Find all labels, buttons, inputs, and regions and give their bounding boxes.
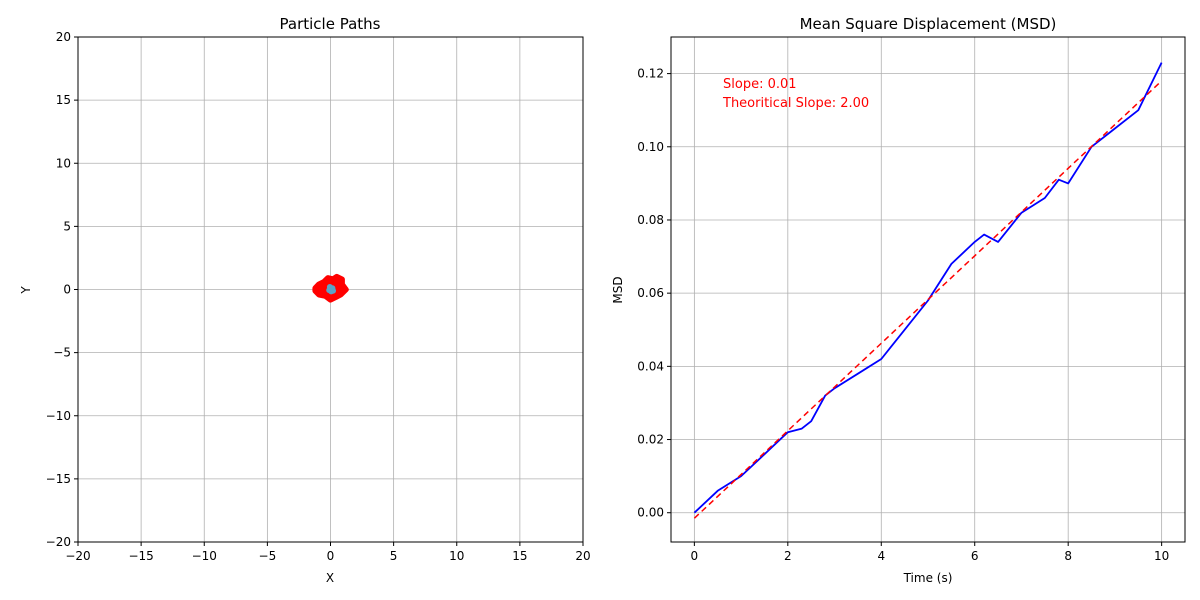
right-grid [671, 37, 1185, 542]
right-y-tick-label: 0.06 [637, 286, 664, 300]
right-x-ticks: 0 2 4 6 8 10 [691, 542, 1169, 563]
left-x-tick-label: 15 [512, 549, 527, 563]
left-x-tick-label: −20 [65, 549, 90, 563]
left-y-tick-label: 20 [56, 30, 71, 44]
particle-paths-plot: Particle Paths −20 −15 −10 −5 0 5 10 15 20 −20 −1… [19, 15, 591, 585]
right-y-tick-label: 0.08 [637, 213, 664, 227]
left-x-tick-label: 10 [449, 549, 464, 563]
right-y-axis-label: MSD [611, 276, 625, 303]
left-y-tick-label: 10 [56, 156, 71, 170]
left-x-tick-label: 0 [327, 549, 335, 563]
left-y-tick-label: 15 [56, 93, 71, 107]
particle-start-point [330, 287, 337, 294]
left-plot-title: Particle Paths [280, 15, 381, 33]
left-x-tick-label: −5 [259, 549, 277, 563]
right-x-tick-label: 0 [691, 549, 699, 563]
msd-plot: Mean Square Displacement (MSD) 0 2 4 6 8 10 0… [611, 15, 1186, 585]
left-x-tick-label: 5 [390, 549, 398, 563]
slope-annotation: Slope: 0.01 [723, 77, 797, 92]
left-y-ticks: −20 −15 −10 −5 0 5 10 15 20 [46, 30, 78, 549]
left-y-axis-label: Y [19, 286, 33, 295]
right-series [693, 62, 1163, 519]
left-y-tick-label: −20 [46, 535, 71, 549]
theoretical-slope-annotation: Theoritical Slope: 2.00 [722, 96, 869, 111]
left-x-ticks: −20 −15 −10 −5 0 5 10 15 20 [65, 542, 591, 563]
right-x-tick-label: 2 [784, 549, 792, 563]
right-y-tick-label: 0.04 [637, 359, 664, 373]
left-x-tick-label: −10 [192, 549, 217, 563]
right-y-ticks: 0.00 0.02 0.04 0.06 0.08 0.10 0.12 [637, 67, 671, 520]
left-y-tick-label: −10 [46, 409, 71, 423]
msd-line [693, 62, 1163, 514]
right-y-tick-label: 0.00 [637, 506, 664, 520]
linear-fit-line [693, 80, 1163, 519]
left-x-axis-label: X [326, 571, 334, 585]
left-x-tick-label: −15 [128, 549, 153, 563]
right-plot-title: Mean Square Displacement (MSD) [800, 15, 1057, 33]
left-x-tick-label: 20 [575, 549, 590, 563]
right-x-axis-label: Time (s) [903, 571, 953, 585]
left-y-tick-label: 0 [63, 283, 71, 297]
left-y-tick-label: −15 [46, 472, 71, 486]
left-y-tick-label: −5 [53, 346, 71, 360]
right-x-tick-label: 10 [1154, 549, 1169, 563]
right-x-tick-label: 8 [1064, 549, 1072, 563]
right-y-tick-label: 0.12 [637, 67, 664, 81]
left-y-tick-label: 5 [63, 219, 71, 233]
right-x-tick-label: 6 [971, 549, 979, 563]
right-y-tick-label: 0.10 [637, 140, 664, 154]
right-axes-frame [670, 36, 1186, 543]
left-particle-cluster [312, 273, 349, 303]
right-y-tick-label: 0.02 [637, 433, 664, 447]
right-x-tick-label: 4 [877, 549, 885, 563]
